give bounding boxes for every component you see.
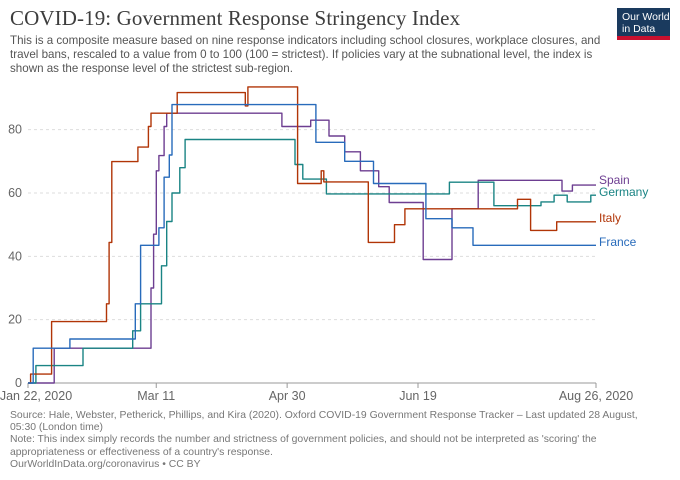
series-label-spain: Spain (599, 173, 630, 187)
series-label-italy: Italy (599, 211, 621, 225)
grid-layer (27, 129, 597, 388)
logo-line-1: Our World (622, 11, 670, 23)
stringency-line-chart: 0 20 40 60 80 Jan 22, 2020 Mar 11 Apr 30 Jun 19 A… (0, 86, 648, 403)
chart-subtitle: This is a composite measure based on nin… (10, 34, 601, 75)
series-label-germany: Germany (599, 185, 648, 199)
series-label-france: France (599, 235, 637, 249)
y-tick-label: 20 (8, 313, 22, 327)
owid-logo[interactable]: Our World in Data (617, 8, 670, 40)
y-tick-label: 40 (8, 249, 22, 263)
url-license[interactable]: OurWorldInData.org/coronavirus • CC BY (10, 458, 201, 470)
y-tick-label: 80 (8, 123, 22, 137)
series-line-spain (28, 112, 596, 384)
series-layer (28, 86, 596, 384)
x-tick-label: Aug 26, 2020 (559, 389, 633, 403)
disclaimer-note: Note: This index simply records the numb… (10, 434, 597, 458)
y-tick-label: 60 (8, 186, 22, 200)
y-tick-label: 0 (15, 376, 22, 390)
logo-line-2: in Data (622, 22, 656, 35)
series-line-italy (28, 86, 596, 384)
x-tick-label: Jun 19 (399, 389, 437, 403)
label-layer: 0 20 40 60 80 Jan 22, 2020 Mar 11 Apr 30 Jun 19 A… (0, 123, 648, 403)
x-tick-label: Jan 22, 2020 (0, 389, 72, 403)
x-tick-label: Apr 30 (269, 389, 306, 403)
series-line-france (28, 103, 596, 384)
source-note: Source: Hale, Webster, Petherick, Philli… (10, 410, 638, 434)
chart-footer: Source: Hale, Webster, Petherick, Philli… (10, 410, 660, 471)
chart-title: COVID-19: Government Response Stringency… (10, 6, 461, 30)
x-tick-label: Mar 11 (137, 389, 175, 403)
series-line-germany (28, 138, 596, 384)
